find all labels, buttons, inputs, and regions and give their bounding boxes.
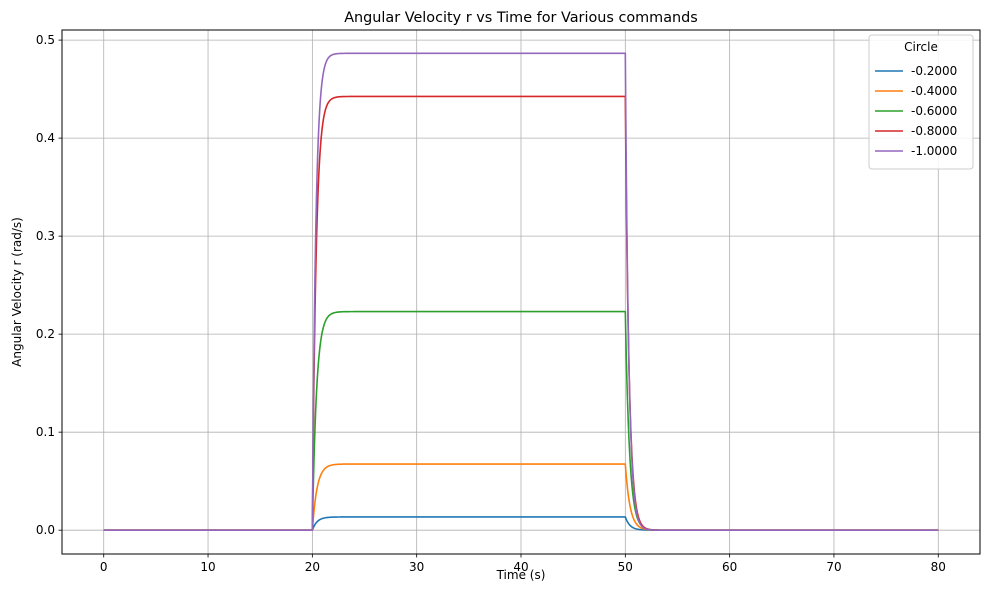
series-layer: [103, 52, 939, 531]
series-line-5: [103, 52, 939, 531]
x-tick-label: 40: [513, 560, 528, 574]
y-axis-ticks: 0.0 0.1 0.2 0.3 0.4 0.5: [36, 33, 62, 537]
legend-box: [868, 34, 974, 170]
legend-entries: -0.2000 -0.4000 -0.6000 -0.8000 -1.0000: [875, 64, 957, 158]
x-tick-label: 20: [305, 560, 320, 574]
legend: Circle -0.2000 -0.4000 -0.6000 -0.8000 -1.00…: [868, 34, 974, 170]
y-tick-label: 0.4: [36, 131, 55, 145]
y-tick-label: 0.2: [36, 327, 55, 341]
x-tick-label: 0: [100, 560, 108, 574]
legend-label: -0.8000: [911, 124, 957, 138]
chart-title: Angular Velocity r vs Time for Various c…: [344, 10, 698, 26]
x-axis-label: Time (s): [496, 568, 546, 582]
x-tick-label: 70: [826, 560, 841, 574]
y-axis-label: Angular Velocity r (rad/s): [10, 217, 24, 367]
legend-label: -1.0000: [911, 144, 957, 158]
y-tick-label: 0.5: [36, 33, 55, 47]
legend-label: -0.2000: [911, 64, 957, 78]
y-tick-label: 0.0: [36, 523, 55, 537]
legend-title: Circle: [904, 40, 938, 54]
legend-label: -0.4000: [911, 84, 957, 98]
y-tick-label: 0.3: [36, 229, 55, 243]
x-tick-label: 30: [409, 560, 424, 574]
x-tick-label: 50: [618, 560, 633, 574]
legend-label: -0.6000: [911, 104, 957, 118]
x-axis-ticks: 0 10 20 30 40 50 60 70 80: [100, 554, 946, 574]
x-tick-label: 60: [722, 560, 737, 574]
x-tick-label: 80: [931, 560, 946, 574]
y-tick-label: 0.1: [36, 425, 55, 439]
x-tick-label: 10: [200, 560, 215, 574]
